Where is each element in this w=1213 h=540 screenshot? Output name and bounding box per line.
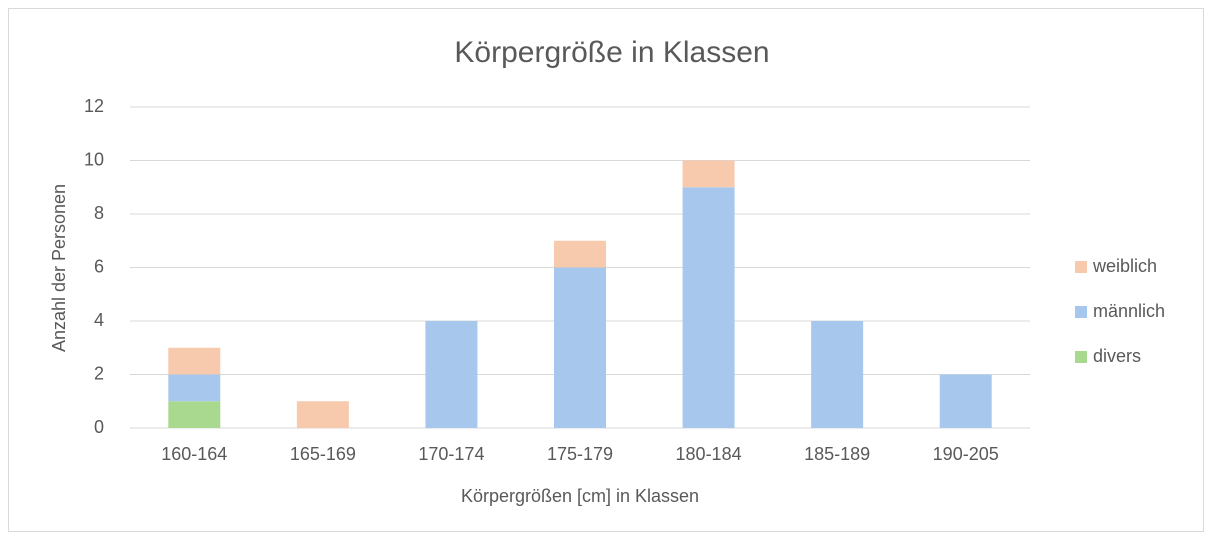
- y-tick-label: 8: [94, 203, 104, 223]
- legend-swatch: [1075, 261, 1087, 273]
- bar-segment: [168, 347, 221, 375]
- legend-label: weiblich: [1092, 256, 1157, 276]
- x-tick-label: 165-169: [290, 444, 356, 464]
- bar-segment: [554, 240, 606, 268]
- bar-segment: [554, 267, 606, 428]
- x-tick-label: 190-205: [933, 444, 999, 464]
- bar-segment: [811, 321, 864, 428]
- x-tick-label: 175-179: [547, 444, 613, 464]
- bar-segment: [939, 374, 992, 428]
- y-axis-label: Anzahl der Personen: [49, 184, 69, 352]
- x-axis-label: Körpergrößen [cm] in Klassen: [461, 486, 699, 506]
- bar-segment: [296, 401, 349, 428]
- y-tick-label: 10: [84, 149, 104, 169]
- y-tick-label: 12: [84, 96, 104, 116]
- y-tick-label: 6: [94, 256, 104, 276]
- legend-label: männlich: [1093, 301, 1165, 321]
- x-tick-label: 180-184: [676, 444, 742, 464]
- bar-segment: [168, 374, 221, 402]
- legend-label: divers: [1093, 346, 1141, 366]
- y-tick-label: 0: [94, 417, 104, 437]
- bar-segment: [682, 160, 735, 188]
- bar-segment: [425, 321, 478, 428]
- x-tick-label: 170-174: [418, 444, 484, 464]
- y-tick-label: 2: [94, 363, 104, 383]
- bar-segment: [682, 187, 735, 428]
- y-tick-label: 4: [94, 310, 104, 330]
- x-tick-label: 160-164: [161, 444, 227, 464]
- bar-segment: [168, 401, 221, 428]
- chart-title: Körpergröße in Klassen: [454, 36, 769, 69]
- legend-swatch: [1075, 306, 1087, 318]
- x-tick-label: 185-189: [804, 444, 870, 464]
- legend-swatch: [1075, 351, 1087, 363]
